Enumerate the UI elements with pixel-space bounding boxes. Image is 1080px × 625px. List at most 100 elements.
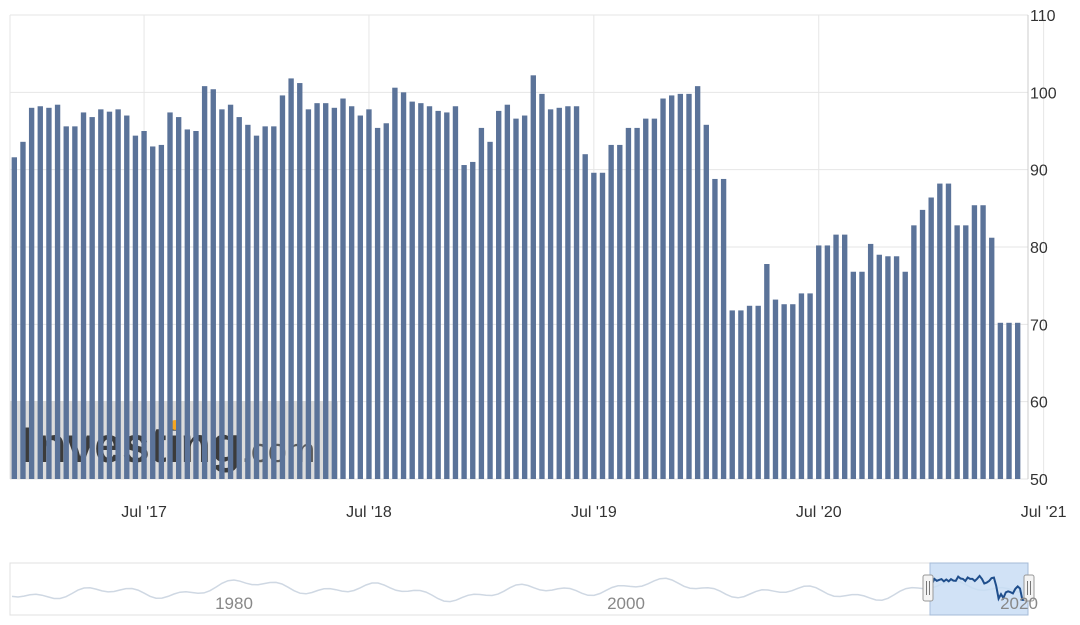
bar[interactable]: [902, 271, 908, 479]
bar[interactable]: [72, 126, 78, 480]
bar[interactable]: [374, 127, 381, 479]
bar[interactable]: [781, 304, 787, 479]
bar[interactable]: [392, 87, 398, 480]
bar[interactable]: [400, 92, 407, 479]
bar[interactable]: [928, 197, 934, 480]
bar[interactable]: [80, 112, 87, 479]
bar[interactable]: [539, 93, 545, 479]
bar[interactable]: [945, 183, 952, 479]
bar[interactable]: [867, 243, 874, 479]
bar[interactable]: [383, 123, 389, 480]
bar[interactable]: [824, 245, 831, 479]
bar[interactable]: [608, 144, 614, 480]
bar[interactable]: [175, 117, 182, 479]
bar[interactable]: [772, 299, 779, 479]
bar[interactable]: [426, 106, 433, 480]
bar[interactable]: [677, 93, 684, 479]
bar[interactable]: [764, 264, 770, 479]
bar[interactable]: [262, 126, 268, 480]
bar[interactable]: [132, 135, 139, 479]
bar[interactable]: [305, 109, 312, 479]
bar[interactable]: [314, 103, 320, 479]
bar[interactable]: [357, 115, 363, 480]
bar[interactable]: [893, 256, 900, 479]
bar[interactable]: [461, 165, 467, 479]
bar[interactable]: [816, 245, 822, 479]
bar[interactable]: [686, 93, 692, 479]
bar[interactable]: [738, 310, 744, 479]
bar[interactable]: [201, 86, 208, 479]
bar[interactable]: [271, 126, 277, 480]
bar[interactable]: [989, 237, 995, 479]
bar[interactable]: [669, 95, 675, 479]
bar[interactable]: [504, 104, 511, 479]
bar[interactable]: [720, 178, 727, 480]
bar[interactable]: [556, 107, 562, 480]
bar[interactable]: [236, 117, 242, 479]
navigator-left-handle[interactable]: [922, 574, 934, 602]
bar[interactable]: [651, 118, 658, 480]
bar[interactable]: [876, 254, 882, 479]
bar[interactable]: [478, 127, 485, 479]
bar[interactable]: [63, 126, 69, 480]
bar[interactable]: [712, 178, 718, 480]
bar[interactable]: [245, 124, 251, 480]
bar[interactable]: [746, 305, 753, 479]
bar[interactable]: [323, 103, 329, 479]
bar[interactable]: [729, 310, 735, 479]
bar[interactable]: [625, 127, 632, 479]
bar[interactable]: [193, 131, 199, 479]
bar[interactable]: [487, 141, 493, 479]
bar[interactable]: [997, 322, 1004, 479]
bar[interactable]: [980, 205, 986, 480]
bar[interactable]: [850, 271, 857, 479]
bar[interactable]: [530, 75, 536, 479]
bar[interactable]: [521, 115, 528, 480]
bar[interactable]: [331, 107, 338, 480]
bar[interactable]: [1006, 322, 1012, 479]
bar[interactable]: [227, 104, 234, 479]
bar[interactable]: [28, 107, 35, 480]
bar[interactable]: [115, 109, 121, 479]
bar[interactable]: [348, 106, 355, 480]
bar[interactable]: [444, 112, 450, 479]
bar[interactable]: [660, 98, 666, 480]
bar[interactable]: [54, 104, 61, 479]
bar[interactable]: [643, 118, 649, 480]
bar[interactable]: [885, 256, 891, 479]
bar[interactable]: [694, 86, 701, 479]
bar[interactable]: [452, 106, 459, 480]
bar[interactable]: [1014, 322, 1021, 479]
bar[interactable]: [971, 205, 978, 480]
bar[interactable]: [366, 109, 372, 479]
bar[interactable]: [279, 95, 286, 479]
bar[interactable]: [755, 305, 761, 479]
bar[interactable]: [297, 83, 303, 479]
bar[interactable]: [409, 101, 415, 479]
bar[interactable]: [937, 183, 943, 479]
bar[interactable]: [703, 124, 709, 480]
bar[interactable]: [954, 225, 960, 479]
bar[interactable]: [859, 271, 865, 479]
bar[interactable]: [435, 110, 441, 479]
bar[interactable]: [573, 106, 580, 480]
bar[interactable]: [617, 144, 623, 480]
bar[interactable]: [150, 146, 156, 479]
bar[interactable]: [911, 225, 917, 479]
navigator-right-handle[interactable]: [1023, 574, 1035, 602]
navigator[interactable]: 1980 2000 2020: [9, 562, 1038, 616]
bar[interactable]: [798, 293, 805, 479]
bar[interactable]: [963, 225, 969, 479]
bar[interactable]: [842, 234, 848, 479]
bar[interactable]: [20, 141, 26, 479]
bar[interactable]: [124, 115, 130, 480]
bar[interactable]: [98, 109, 104, 479]
bar[interactable]: [599, 172, 606, 479]
bar[interactable]: [11, 157, 18, 479]
bar[interactable]: [470, 161, 476, 479]
bar[interactable]: [253, 135, 260, 479]
bar[interactable]: [340, 98, 346, 480]
bar[interactable]: [547, 109, 554, 479]
bar[interactable]: [634, 127, 640, 479]
bar[interactable]: [790, 304, 796, 479]
